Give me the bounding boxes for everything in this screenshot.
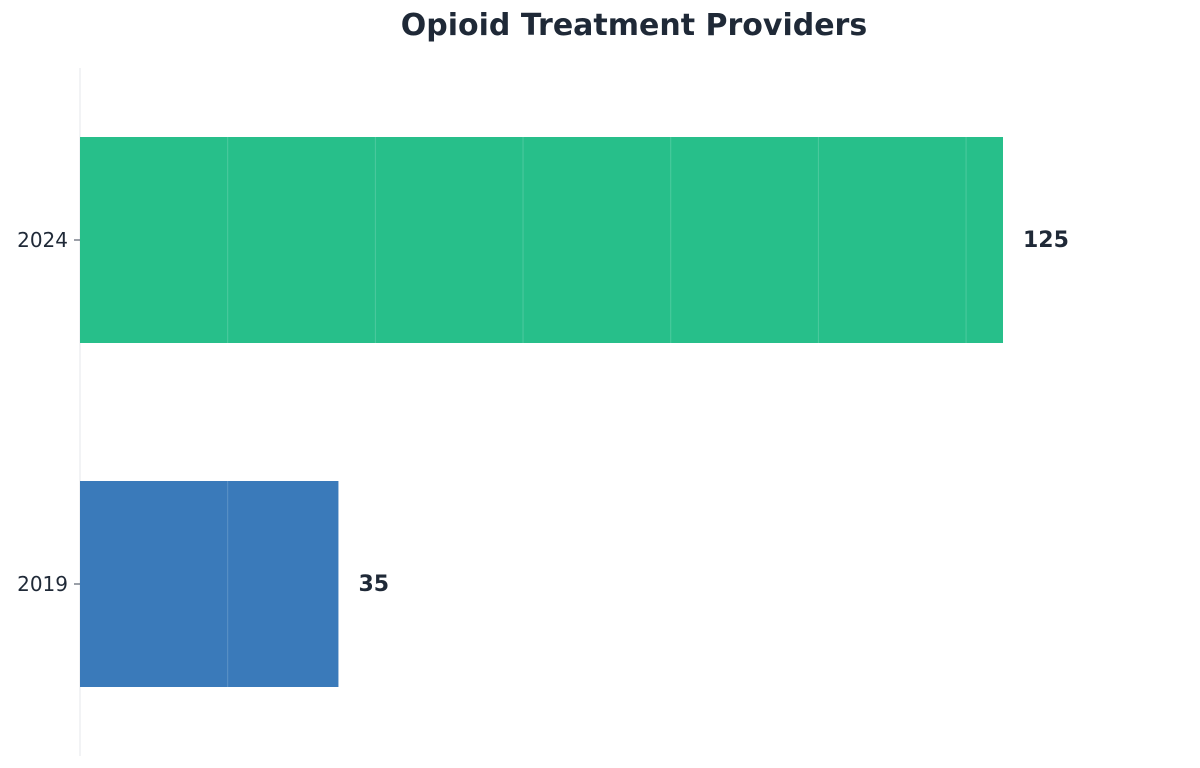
data-label-2019: 35 (358, 572, 389, 597)
bar-2024 (80, 137, 1003, 343)
y-tick-label-2024: 2024 (17, 228, 68, 252)
bar-2019 (80, 481, 339, 687)
data-label-2024: 125 (1023, 228, 1069, 253)
chart-title: Opioid Treatment Providers (401, 8, 867, 43)
y-tick-label-2019: 2019 (17, 572, 68, 596)
plot-area: 2024 125 2019 35 (17, 68, 1069, 756)
